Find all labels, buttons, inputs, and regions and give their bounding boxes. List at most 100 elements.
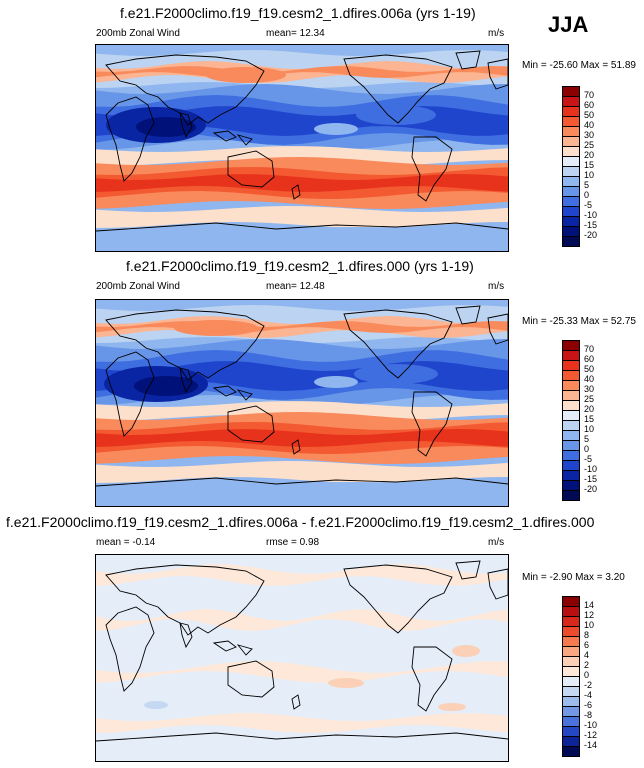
panel1-units-label: m/s: [488, 28, 505, 39]
continent-outline: [105, 309, 265, 381]
panel1-title: f.e21.F2000climo.f19_f19.cesm2_1.dfires.…: [120, 5, 476, 21]
colorbar-tick-label: 5: [584, 434, 590, 444]
continent-outline: [227, 405, 275, 443]
colorbar-tick-label: 20: [584, 150, 595, 160]
contour-blob: [136, 117, 196, 137]
panel2-units-label: m/s: [488, 281, 505, 292]
continent-outline: [212, 385, 237, 397]
colorbar-tick-label: 40: [584, 120, 595, 130]
colorbar-tick-label: 50: [584, 110, 595, 120]
contour-blob: [144, 701, 168, 709]
contour-blob: [354, 364, 438, 384]
continent-outline: [291, 184, 301, 200]
continent-outline: [291, 694, 301, 710]
contour-blob: [452, 645, 480, 657]
panel3-units-label: m/s: [488, 537, 505, 548]
panel3-colorbar: 14 12 10 8 6 4 2 0 -2 -4 -6 -8 -10 -12 -14: [562, 596, 622, 757]
contour-band: [96, 585, 508, 607]
colorbar-tick-label: -10: [584, 210, 598, 220]
colorbar-tick-label: -15: [584, 220, 598, 230]
contour-band: [96, 686, 508, 708]
season-label: JJA: [548, 12, 589, 37]
colorbar-tick-label: 15: [584, 414, 595, 424]
colorbar-tick-label: 0: [584, 190, 590, 200]
colorbar-tick-label: 8: [584, 630, 590, 640]
contour-blob: [174, 320, 258, 336]
colorbar-tick-label: 15: [584, 160, 595, 170]
contour-band: [96, 206, 508, 228]
continent-outline: [105, 606, 155, 692]
colorbar-tick-label: 40: [584, 374, 595, 384]
panel3-mean-label: mean = -0.14: [96, 537, 156, 548]
colorbar-tick-label: 0: [584, 670, 590, 680]
continent-outline: [236, 389, 253, 401]
continent-outline: [487, 313, 508, 345]
colorbar-swatch: [562, 236, 580, 247]
contour-band: [96, 227, 508, 251]
continent-outline: [343, 309, 453, 379]
colorbar-tick-label: -15: [584, 474, 598, 484]
colorbar-swatch: [562, 746, 580, 757]
contour-band: [96, 461, 508, 483]
contour-band: [96, 429, 508, 447]
colorbar-tick-label: 70: [584, 90, 595, 100]
colorbar-tick-label: 0: [584, 444, 590, 454]
colorbar-tick-label: -10: [584, 720, 598, 730]
panel2-title: f.e21.F2000climo.f19_f19.cesm2_1.dfires.…: [126, 258, 474, 274]
antarctica-coastline: [96, 222, 508, 232]
colorbar-tick-label: 10: [584, 170, 595, 180]
continent-outline: [179, 622, 193, 649]
continent-outline: [455, 560, 481, 580]
panel2-minmax: Min = -25.33 Max = 52.75: [522, 316, 636, 327]
panel3-title: f.e21.F2000climo.f19_f19.cesm2_1.dfires.…: [6, 514, 595, 530]
continent-outline: [212, 640, 237, 652]
colorbar-tick-label: 4: [584, 650, 590, 660]
colorbar-tick-label: -12: [584, 730, 598, 740]
colorbar-tick-label: -6: [584, 700, 593, 710]
continent-outline: [411, 136, 453, 202]
contour-band: [96, 564, 508, 586]
contour-blob: [314, 123, 358, 135]
colorbar-tick-label: 50: [584, 364, 595, 374]
continent-outline: [487, 58, 508, 90]
colorbar-tick-label: 6: [584, 640, 590, 650]
antarctica-coastline: [96, 732, 508, 742]
panel1-map: [95, 44, 509, 252]
contour-band: [96, 174, 508, 192]
panel2-contour-field: [96, 300, 508, 506]
colorbar-tick-label: -5: [584, 454, 593, 464]
colorbar-tick-label: 70: [584, 344, 595, 354]
colorbar-tick-label: 30: [584, 384, 595, 394]
colorbar-tick-label: 14: [584, 600, 595, 610]
colorbar-tick-label: 2: [584, 660, 590, 670]
colorbar-swatch: [562, 490, 580, 501]
contour-band: [96, 482, 508, 506]
continent-outline: [487, 568, 508, 600]
colorbar-tick-label: -2: [584, 680, 593, 690]
colorbar-tick-label: 60: [584, 354, 595, 364]
colorbar-tick-label: -5: [584, 200, 593, 210]
colorbar-tick-label: -8: [584, 710, 593, 720]
contour-band: [96, 661, 508, 683]
contour-blob: [356, 105, 436, 125]
colorbar-tick-label: 25: [584, 394, 595, 404]
contour-band: [96, 146, 508, 166]
continent-outline: [105, 351, 155, 437]
contour-blob: [134, 376, 198, 396]
panel3-contour-field: [96, 555, 508, 761]
contour-band: [96, 66, 508, 78]
contour-band: [96, 634, 508, 656]
continent-outline: [236, 644, 253, 656]
colorbar-tick-label: 20: [584, 404, 595, 414]
continent-outline: [227, 150, 275, 188]
panel1-variable-label: 200mb Zonal Wind: [96, 28, 180, 39]
panel3-rmse-label: rmse = 0.98: [266, 537, 320, 548]
contour-blob: [314, 376, 358, 388]
contour-blob: [206, 67, 286, 83]
colorbar-tick-label: 12: [584, 610, 595, 620]
continent-outline: [179, 367, 193, 394]
continent-outline: [105, 54, 265, 126]
panel2-variable-label: 200mb Zonal Wind: [96, 281, 180, 292]
colorbar-tick-label: 30: [584, 130, 595, 140]
colorbar-tick-label: 60: [584, 100, 595, 110]
